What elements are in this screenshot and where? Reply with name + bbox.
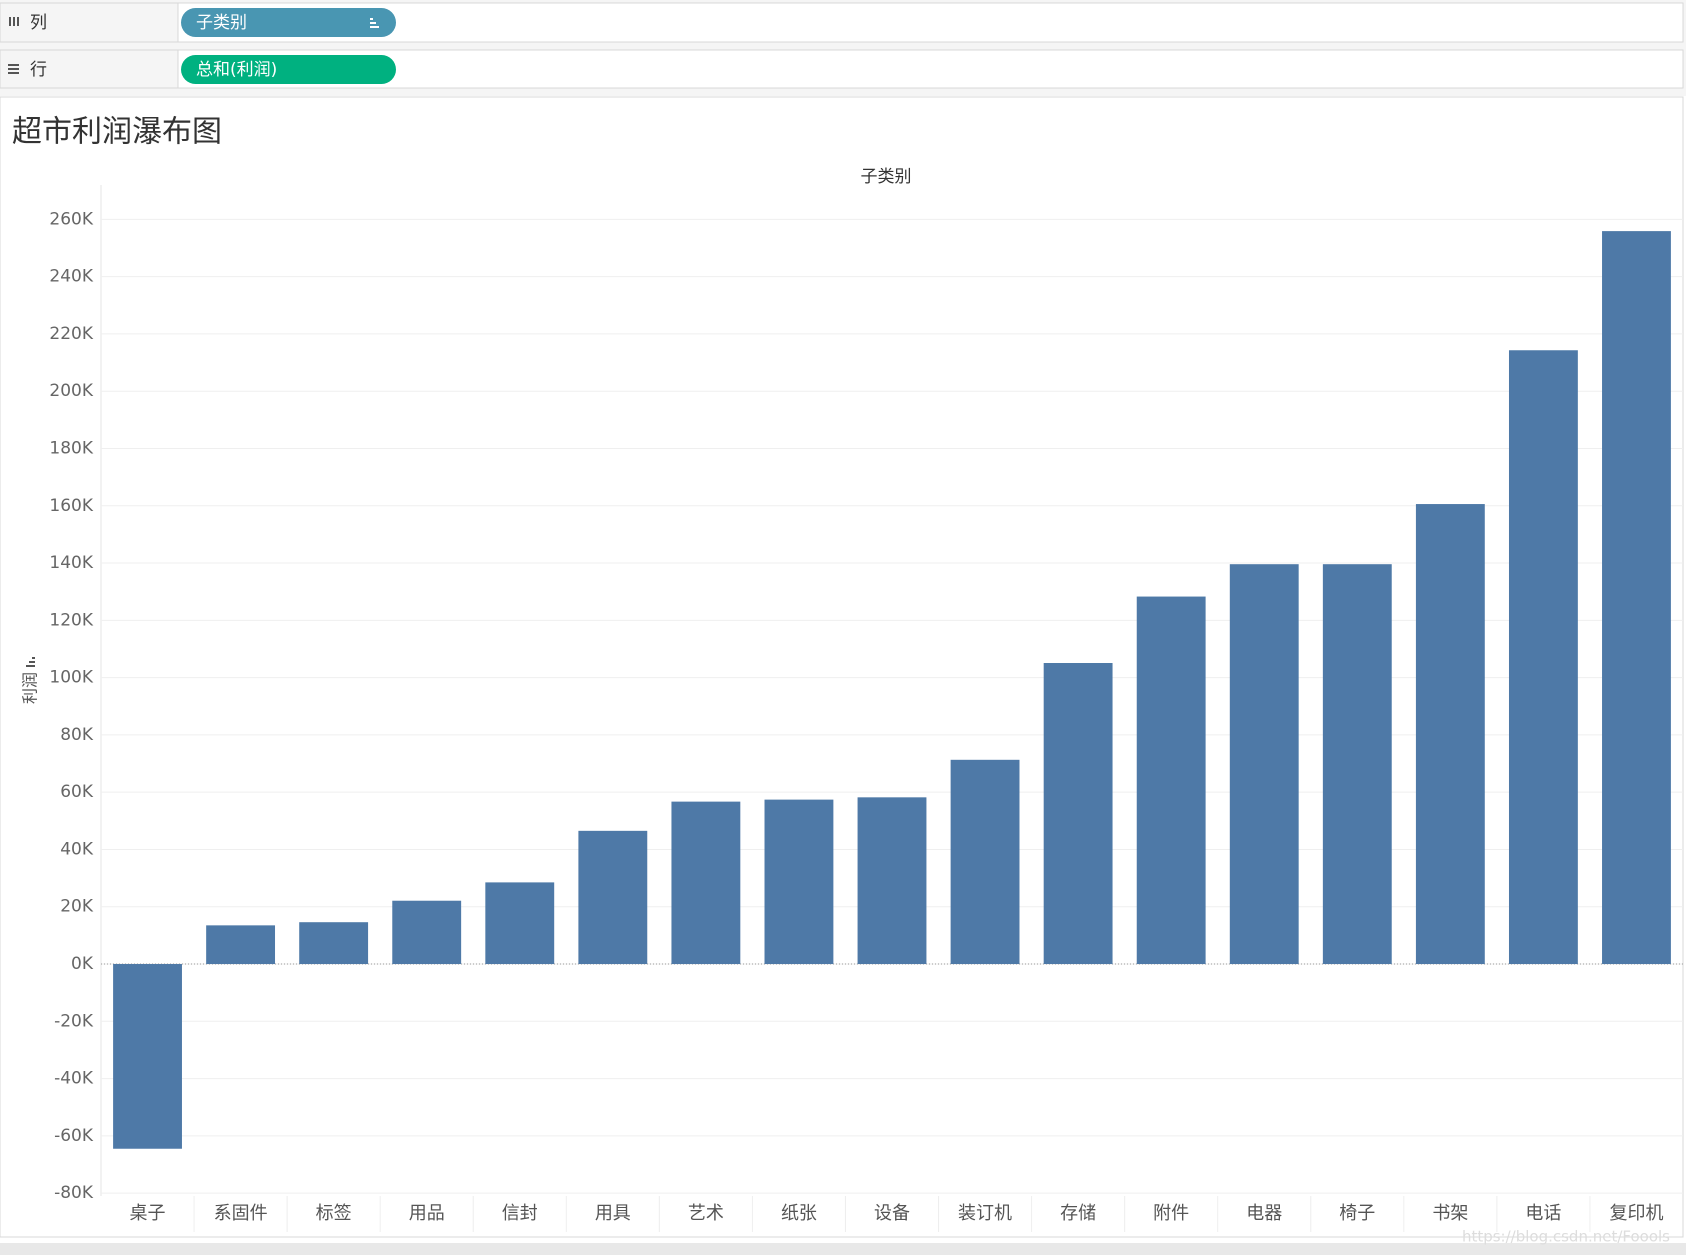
columns-icon: [9, 17, 19, 26]
bar: [578, 830, 648, 965]
status-bar: [0, 1243, 1686, 1255]
x-tick-label: 用具: [595, 1203, 631, 1224]
pill-label: 子类别: [196, 13, 247, 33]
y-tick-label: -80K: [54, 1183, 94, 1203]
y-tick-label: 100K: [49, 668, 93, 688]
pill-label: 总和(利润): [196, 60, 277, 80]
y-tick-label: 220K: [49, 324, 93, 344]
bar: [764, 799, 834, 965]
y-tick-label: 60K: [60, 782, 94, 802]
y-tick-label: 40K: [60, 839, 94, 859]
bar: [1602, 231, 1671, 965]
bar: [485, 882, 555, 965]
y-tick-label: 180K: [49, 438, 93, 458]
x-tick-label: 电话: [1525, 1203, 1561, 1224]
x-tick-label: 附件: [1153, 1203, 1189, 1224]
x-tick-label: 用品: [409, 1203, 445, 1224]
x-tick-label: 存储: [1060, 1203, 1096, 1224]
bar: [1415, 504, 1485, 965]
x-tick-label: 艺术: [688, 1203, 724, 1224]
y-tick-label: 240K: [49, 267, 93, 287]
bar: [1229, 564, 1299, 965]
y-tick-label: 140K: [49, 553, 93, 573]
shelf-label-box: [0, 49, 179, 89]
x-header: 子类别: [861, 167, 912, 187]
x-tick-label: 桌子: [130, 1203, 166, 1224]
bar: [671, 801, 741, 965]
bar: [113, 964, 182, 1149]
bar: [392, 900, 462, 965]
dimension-pill[interactable]: [181, 8, 396, 37]
bar: [1136, 596, 1206, 965]
x-tick-label: 装订机: [958, 1203, 1012, 1224]
y-tick-label: -60K: [54, 1126, 94, 1146]
x-tick-label: 标签: [316, 1203, 352, 1224]
x-tick-label: 椅子: [1339, 1203, 1375, 1224]
bar: [1508, 350, 1578, 965]
x-tick-label: 复印机: [1609, 1203, 1663, 1224]
y-tick-label: 160K: [49, 496, 93, 516]
shelf-label-box: [0, 2, 179, 43]
view-area: [0, 96, 1684, 1238]
x-tick-label: 信封: [502, 1203, 538, 1224]
y-sort-icon: [26, 657, 35, 667]
x-tick-label: 书架: [1432, 1203, 1468, 1224]
rows-icon: [8, 64, 19, 74]
bar: [857, 797, 927, 965]
bar: [1043, 663, 1113, 965]
y-axis-label: 利润: [21, 672, 40, 704]
x-tick-label: 设备: [874, 1203, 910, 1224]
y-tick-label: 0K: [71, 954, 94, 974]
y-tick-label: 260K: [49, 209, 93, 229]
x-tick-label: 系固件: [214, 1203, 268, 1224]
y-tick-label: -20K: [54, 1011, 94, 1031]
y-tick-label: 200K: [49, 381, 93, 401]
measure-pill[interactable]: [181, 55, 396, 84]
watermark: https://blog.csdn.net/Foools: [1462, 1228, 1670, 1246]
y-tick-label: 120K: [49, 610, 93, 630]
bar: [299, 922, 369, 965]
sort-icon: [370, 18, 379, 28]
bar: [950, 759, 1020, 965]
shelf-label: 列: [30, 13, 47, 33]
y-tick-label: -40K: [54, 1069, 94, 1089]
bar: [1322, 564, 1392, 965]
y-tick-label: 80K: [60, 725, 94, 745]
x-tick-label: 纸张: [781, 1203, 817, 1224]
chart-title: 超市利润瀑布图: [12, 115, 222, 150]
bar: [206, 925, 276, 965]
x-tick-label: 电器: [1246, 1203, 1282, 1224]
shelf-label: 行: [30, 60, 47, 80]
y-tick-label: 20K: [60, 897, 94, 917]
